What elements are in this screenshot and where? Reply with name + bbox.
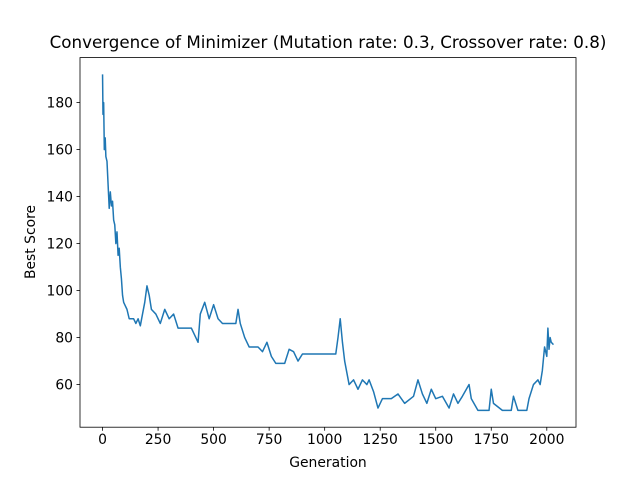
x-tick-label: 750 bbox=[256, 432, 283, 448]
line bbox=[101, 74, 554, 412]
chart-title: Convergence of Minimizer (Mutation rate:… bbox=[50, 32, 607, 52]
y-tick-label: 120 bbox=[46, 237, 73, 253]
y-axis-label: Best Score bbox=[23, 205, 39, 279]
y-tick-label: 180 bbox=[46, 96, 73, 112]
plot-frame bbox=[79, 57, 577, 428]
x-tick-label: 0 bbox=[98, 432, 107, 448]
x-tick-label: 1000 bbox=[307, 432, 342, 448]
x-tick-label: 1500 bbox=[418, 432, 453, 448]
x-tick-label: 500 bbox=[200, 432, 227, 448]
x-tick-label: 1250 bbox=[363, 432, 398, 448]
y-tick-label: 140 bbox=[46, 190, 73, 206]
x-tick-label: 250 bbox=[145, 432, 172, 448]
x-axis-label: Generation bbox=[289, 455, 367, 471]
y-tick-label: 60 bbox=[55, 378, 73, 394]
x-tick-label: 1750 bbox=[474, 432, 509, 448]
y-tick-label: 160 bbox=[46, 143, 73, 159]
y-tick-label: 80 bbox=[55, 331, 73, 347]
y-tick-label: 100 bbox=[46, 284, 73, 300]
x-tick-label: 2000 bbox=[529, 432, 564, 448]
